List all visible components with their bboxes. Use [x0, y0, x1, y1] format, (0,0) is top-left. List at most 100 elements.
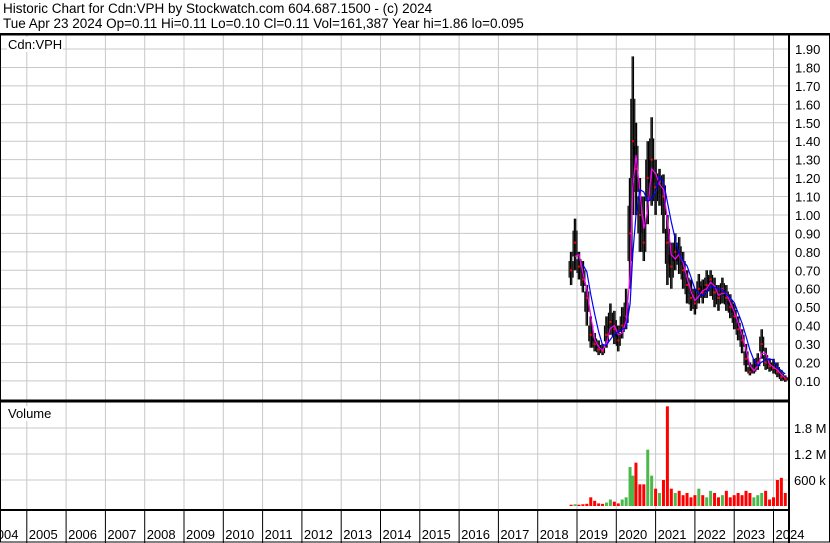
volume-bar: [744, 490, 748, 506]
volume-bar: [736, 493, 740, 506]
close-marker: [631, 140, 634, 143]
y-tick-label: 1.40: [795, 134, 820, 149]
close-marker: [741, 339, 744, 342]
volume-bar: [581, 504, 585, 506]
close-marker: [748, 370, 751, 373]
quote-summary: Tue Apr 23 2024 Op=0.11 Hi=0.11 Lo=0.10 …: [3, 16, 524, 31]
volume-bar: [669, 488, 673, 506]
y-tick-label: 0.80: [795, 245, 820, 260]
close-marker: [609, 320, 612, 323]
y-tick-label: 1.00: [795, 208, 820, 223]
close-marker: [709, 278, 712, 281]
close-marker: [764, 361, 767, 364]
volume-bar: [713, 493, 717, 506]
close-marker: [662, 195, 665, 198]
close-marker: [593, 343, 596, 346]
volume-bar: [650, 475, 654, 506]
close-marker: [776, 370, 779, 373]
volume-bar: [642, 484, 646, 506]
volume-bar: [616, 503, 620, 506]
volume-bar: [768, 499, 772, 506]
volume-bar: [748, 493, 752, 506]
close-marker: [589, 333, 592, 336]
x-tick-label: 2008: [147, 527, 176, 542]
moving-average-long: [582, 175, 786, 375]
volume-label: Volume: [7, 406, 53, 421]
volume-bar: [716, 497, 720, 506]
close-marker: [693, 302, 696, 305]
volume-bar: [631, 475, 635, 506]
volume-bar: [638, 484, 642, 506]
y-tick-label: 1.50: [795, 116, 820, 131]
volume-bar: [779, 477, 783, 506]
close-marker: [634, 167, 637, 170]
volume-bar: [724, 490, 728, 506]
y-tick-label: 1.60: [795, 97, 820, 112]
x-tick-label: 2006: [68, 527, 97, 542]
close-marker: [642, 241, 645, 244]
y-tick-label: 1.20: [795, 171, 820, 186]
close-marker: [605, 333, 608, 336]
close-marker: [737, 328, 740, 331]
close-marker: [768, 365, 771, 368]
x-tick-label: 2007: [107, 527, 136, 542]
x-tick-label: 2004: [0, 527, 18, 542]
x-tick-label: 2019: [579, 527, 608, 542]
volume-bar: [701, 495, 705, 506]
volume-bar: [601, 503, 605, 506]
volume-bar: [665, 406, 669, 506]
y-tick-label: 1.10: [795, 190, 820, 205]
close-marker: [654, 186, 657, 189]
close-marker: [638, 213, 641, 216]
close-marker: [658, 180, 661, 183]
close-marker: [689, 296, 692, 299]
close-marker: [717, 296, 720, 299]
x-tick-label: 2022: [697, 527, 726, 542]
x-tick-label: 2021: [658, 527, 687, 542]
volume-bar: [673, 493, 677, 506]
close-marker: [577, 265, 580, 268]
chart-title: Historic Chart for Cdn:VPH by Stockwatch…: [3, 1, 433, 16]
volume-tick-label: 1.8 M: [794, 421, 827, 436]
close-marker: [733, 315, 736, 318]
x-tick-label: 2023: [736, 527, 765, 542]
x-tick-label: 2020: [618, 527, 647, 542]
close-marker: [780, 376, 783, 379]
y-tick-label: 0.60: [795, 282, 820, 297]
close-marker: [725, 296, 728, 299]
close-marker: [646, 177, 649, 180]
volume-bar: [685, 493, 689, 506]
x-tick-label: 2010: [225, 527, 254, 542]
symbol-label: Cdn:VPH: [7, 37, 64, 52]
close-marker: [585, 296, 588, 299]
volume-bar: [740, 495, 744, 506]
y-tick-label: 0.30: [795, 337, 820, 352]
volume-bar: [624, 497, 628, 506]
volume-bar: [608, 499, 612, 506]
close-marker: [674, 250, 677, 253]
close-marker: [597, 348, 600, 351]
y-tick-label: 1.70: [795, 79, 820, 94]
volume-bar: [677, 490, 681, 506]
volume-bar: [612, 501, 616, 506]
volume-bar: [732, 495, 736, 506]
y-tick-label: 0.40: [795, 319, 820, 334]
volume-bar: [764, 490, 768, 506]
volume-bar: [756, 495, 760, 506]
volume-bar: [634, 462, 638, 506]
volume-bar: [589, 497, 593, 506]
volume-bar: [658, 493, 662, 506]
close-marker: [613, 328, 616, 331]
volume-bar: [597, 503, 601, 506]
x-tick-label: 2013: [343, 527, 372, 542]
y-tick-label: 0.70: [795, 263, 820, 278]
close-marker: [666, 241, 669, 244]
close-marker: [713, 291, 716, 294]
volume-bar: [604, 502, 608, 506]
close-marker: [772, 367, 775, 370]
x-tick-label: 2005: [29, 527, 58, 542]
volume-bar: [709, 490, 713, 506]
close-marker: [678, 254, 681, 257]
